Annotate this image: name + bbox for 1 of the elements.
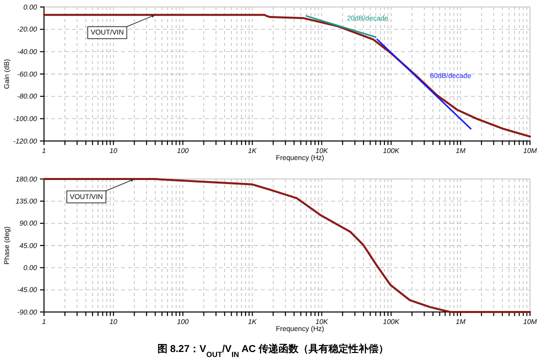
caption: 图 8.27：V$_{OUT}$/V$_{IN}$ AC 传递函数（具有稳定性补偿） [157,343,389,358]
